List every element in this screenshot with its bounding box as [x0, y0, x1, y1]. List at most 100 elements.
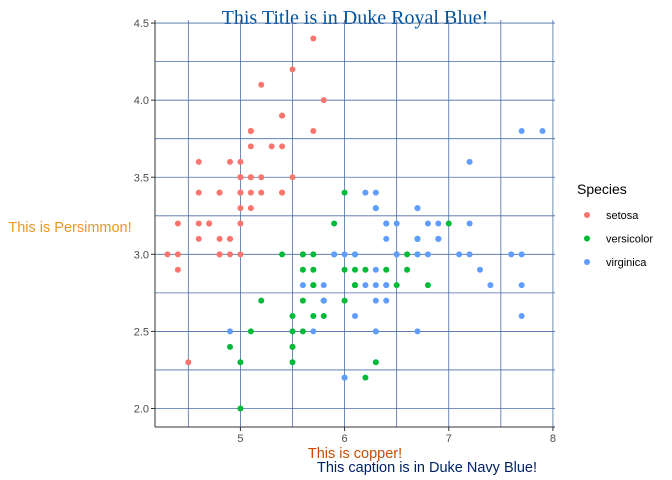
- point-setosa: [195, 189, 202, 196]
- point-setosa: [174, 251, 181, 258]
- legend: Species setosa versicolor virginica: [577, 181, 653, 269]
- point-virginica: [320, 297, 327, 304]
- point-virginica: [487, 282, 494, 289]
- point-versicolor: [352, 282, 358, 289]
- axes: 5 6 7 8 2.0 2.5 3.0 3.5 4.0 4.5: [134, 18, 556, 445]
- point-virginica: [466, 158, 473, 165]
- point-versicolor: [289, 343, 296, 350]
- x-tick-label: 7: [446, 433, 452, 445]
- point-versicolor: [341, 189, 348, 196]
- point-virginica: [539, 128, 546, 134]
- point-virginica: [466, 251, 473, 258]
- point-virginica: [435, 235, 442, 242]
- point-versicolor: [341, 266, 348, 273]
- point-virginica: [362, 189, 369, 196]
- point-versicolor: [404, 266, 411, 273]
- point-virginica: [508, 251, 515, 258]
- point-virginica: [393, 220, 400, 227]
- point-virginica: [372, 297, 379, 304]
- point-versicolor: [310, 282, 317, 289]
- legend-label-versicolor: versicolor: [606, 234, 653, 246]
- point-versicolor: [247, 328, 254, 335]
- point-versicolor: [362, 374, 369, 381]
- y-tick-label: 2.0: [134, 404, 149, 416]
- point-setosa: [247, 143, 254, 150]
- y-tick-label: 4.5: [134, 18, 149, 30]
- point-versicolor: [299, 297, 306, 304]
- point-virginica: [414, 235, 421, 242]
- point-setosa: [174, 266, 181, 273]
- point-virginica: [383, 220, 390, 227]
- point-versicolor: [445, 220, 452, 227]
- point-virginica: [352, 251, 358, 258]
- point-setosa: [237, 251, 244, 258]
- grid-lines: [155, 20, 555, 427]
- point-setosa: [185, 359, 192, 366]
- point-versicolor: [310, 313, 317, 319]
- legend-title: Species: [577, 181, 627, 197]
- point-setosa: [247, 174, 254, 181]
- point-versicolor: [279, 251, 286, 258]
- data-points: [164, 35, 546, 412]
- point-virginica: [320, 282, 327, 289]
- point-versicolor: [299, 328, 306, 335]
- point-virginica: [414, 328, 421, 335]
- point-versicolor: [299, 266, 306, 273]
- point-virginica: [372, 266, 379, 273]
- point-setosa: [216, 189, 223, 196]
- point-setosa: [310, 35, 317, 42]
- point-versicolor: [258, 297, 265, 304]
- point-virginica: [372, 189, 379, 196]
- point-virginica: [352, 313, 358, 319]
- y-tick-label: 3.0: [134, 249, 149, 261]
- point-setosa: [164, 251, 171, 258]
- point-versicolor: [341, 297, 348, 304]
- point-virginica: [424, 220, 431, 227]
- point-setosa: [237, 220, 244, 227]
- point-versicolor: [237, 359, 244, 366]
- point-setosa: [206, 220, 213, 227]
- x-tick-label: 6: [342, 433, 348, 445]
- point-setosa: [195, 220, 202, 227]
- point-versicolor: [352, 266, 358, 273]
- point-versicolor: [289, 313, 296, 319]
- point-versicolor: [289, 328, 296, 335]
- point-setosa: [258, 81, 265, 88]
- point-versicolor: [289, 359, 296, 366]
- point-virginica: [518, 128, 525, 134]
- point-virginica: [424, 251, 431, 258]
- point-virginica: [393, 251, 400, 258]
- x-tick-label: 5: [237, 433, 243, 445]
- chart-title: This Title is in Duke Royal Blue!: [222, 7, 489, 29]
- point-virginica: [372, 328, 379, 335]
- point-versicolor: [383, 266, 390, 273]
- point-versicolor: [227, 343, 233, 350]
- point-virginica: [227, 328, 233, 335]
- point-versicolor: [299, 251, 306, 258]
- point-setosa: [174, 220, 181, 227]
- point-virginica: [341, 251, 348, 258]
- point-virginica: [341, 374, 348, 381]
- y-axis-label: This is Persimmon!: [8, 220, 131, 236]
- point-setosa: [268, 143, 275, 150]
- point-versicolor: [362, 266, 369, 273]
- point-virginica: [372, 205, 379, 212]
- point-setosa: [227, 235, 233, 242]
- point-setosa: [237, 174, 244, 181]
- point-virginica: [362, 282, 369, 289]
- point-setosa: [247, 128, 254, 134]
- point-setosa: [310, 128, 317, 134]
- point-versicolor: [237, 405, 244, 412]
- point-setosa: [258, 174, 265, 181]
- point-virginica: [518, 251, 525, 258]
- point-virginica: [383, 297, 390, 304]
- point-setosa: [279, 143, 286, 150]
- point-versicolor: [331, 220, 338, 227]
- point-setosa: [237, 189, 244, 196]
- y-tick-label: 4.0: [134, 95, 149, 107]
- y-tick-label: 3.5: [134, 172, 149, 184]
- point-setosa: [195, 158, 202, 165]
- point-virginica: [435, 220, 442, 227]
- point-setosa: [227, 251, 233, 258]
